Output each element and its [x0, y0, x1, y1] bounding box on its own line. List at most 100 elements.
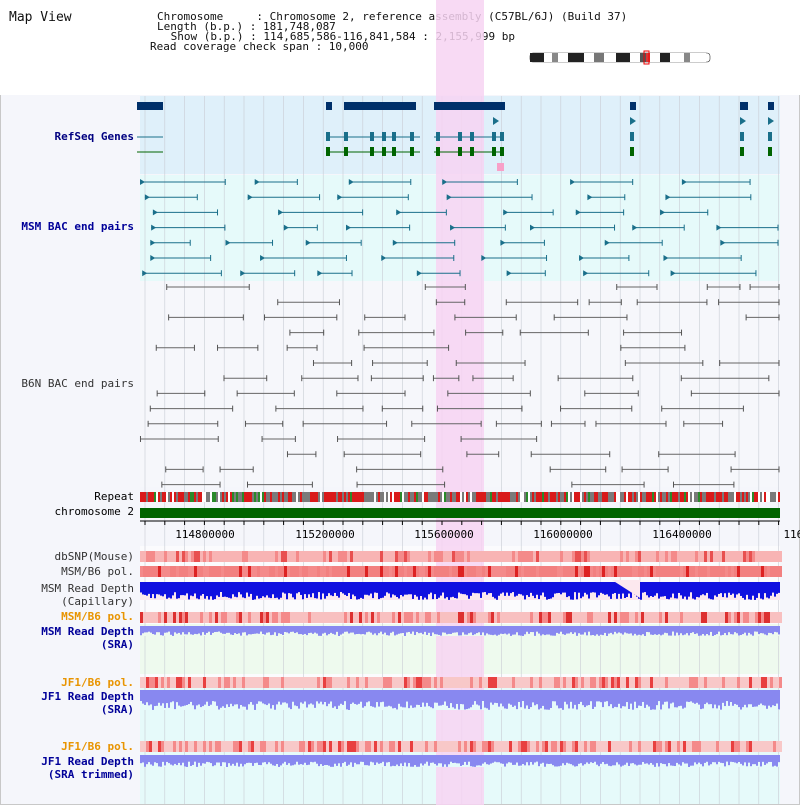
polymorphism-mark	[674, 677, 677, 688]
polymorphism-mark	[296, 551, 299, 562]
map-header: Map View Chromosome : Chromosome 2, refe…	[0, 0, 800, 95]
read-depth-bar	[178, 690, 180, 706]
repeat-mark	[406, 492, 408, 502]
polymorphism-mark	[527, 566, 530, 577]
polymorphism-mark	[419, 551, 422, 562]
polymorphism-mark	[311, 551, 314, 562]
polymorphism-mark	[353, 677, 356, 688]
polymorphism-mark	[284, 612, 287, 623]
polymorphism-mark	[623, 612, 626, 623]
polymorphism-mark	[146, 612, 149, 623]
polymorphism-mark	[752, 741, 755, 752]
read-depth-bar	[312, 690, 314, 705]
read-depth-bar	[768, 582, 770, 599]
polymorphism-mark	[575, 677, 578, 688]
polymorphism-mark	[590, 566, 593, 577]
polymorphism-mark	[767, 741, 770, 752]
read-depth-bar	[258, 582, 260, 599]
polymorphism-mark	[248, 551, 251, 562]
repeat-mark	[632, 492, 634, 502]
polymorphism-mark	[449, 677, 452, 688]
repeat-mark	[556, 492, 558, 502]
read-depth-bar	[724, 626, 726, 634]
read-depth-bar	[452, 582, 454, 597]
read-depth-bar	[152, 755, 154, 766]
track-label-b6n-bac[interactable]: B6N BAC end pairs	[21, 377, 134, 390]
polymorphism-mark	[161, 566, 164, 577]
read-depth-bar	[436, 690, 438, 703]
polymorphism-mark	[644, 566, 647, 577]
polymorphism-mark	[182, 566, 185, 577]
read-depth-bar	[332, 755, 334, 767]
polymorphism-mark	[635, 612, 638, 623]
polymorphism-mark	[719, 677, 722, 688]
track-label-msm-bac[interactable]: MSM BAC end pairs	[21, 220, 134, 233]
read-depth-bar	[538, 690, 540, 710]
read-depth-bar	[380, 626, 382, 632]
read-depth-bar	[324, 582, 326, 599]
read-depth-bar	[382, 755, 384, 762]
read-depth-bar	[590, 690, 592, 702]
polymorphism-mark	[668, 566, 671, 577]
read-depth-bar	[172, 582, 174, 596]
polymorphism-mark	[602, 741, 605, 752]
read-depth-bar	[360, 582, 362, 598]
read-depth-bar	[640, 582, 642, 600]
read-depth-bar	[460, 755, 462, 766]
polymorphism-mark	[212, 566, 215, 577]
polymorphism-mark	[293, 741, 296, 752]
read-depth-bar	[748, 755, 750, 763]
repeat-mark	[378, 492, 380, 502]
polymorphism-mark	[551, 566, 554, 577]
repeat-mark	[436, 492, 438, 502]
repeat-mark	[624, 492, 626, 502]
repeat-mark	[268, 492, 270, 502]
repeat-mark	[692, 492, 694, 502]
repeat-mark	[612, 492, 614, 502]
polymorphism-mark	[269, 551, 272, 562]
read-depth-bar	[182, 626, 184, 633]
polymorphism-mark	[578, 612, 581, 623]
polymorphism-mark	[569, 741, 572, 752]
repeat-mark	[754, 492, 756, 502]
polymorphism-mark	[761, 677, 764, 688]
polymorphism-mark	[527, 741, 530, 752]
repeat-mark	[482, 492, 484, 502]
read-depth-bar	[754, 626, 756, 632]
polymorphism-mark	[236, 741, 239, 752]
polymorphism-mark	[590, 551, 593, 562]
read-depth-bar	[412, 582, 414, 599]
read-depth-bar	[536, 690, 538, 705]
track-label-refseq-genes[interactable]: RefSeq Genes	[54, 130, 134, 143]
read-depth-bar	[682, 626, 684, 636]
polymorphism-mark	[557, 551, 560, 562]
read-depth-bar	[382, 626, 384, 635]
read-depth-bar	[172, 626, 174, 636]
polymorphism-mark	[572, 677, 575, 688]
polymorphism-mark	[413, 677, 416, 688]
polymorphism-mark	[236, 677, 239, 688]
polymorphism-mark	[149, 566, 152, 577]
polymorphism-mark	[323, 612, 326, 623]
read-depth-bar	[460, 626, 462, 636]
read-depth-bar	[688, 582, 690, 597]
polymorphism-mark	[632, 677, 635, 688]
repeat-mark	[742, 492, 744, 502]
ideogram-band	[616, 53, 630, 62]
read-depth-bar	[556, 755, 558, 767]
read-depth-bar	[440, 690, 442, 706]
read-depth-bar	[644, 755, 646, 764]
polymorphism-mark	[323, 566, 326, 577]
polymorphism-mark	[344, 677, 347, 688]
read-depth-bar	[778, 626, 780, 635]
polymorphism-mark	[230, 741, 233, 752]
polymorphism-mark	[497, 612, 500, 623]
refseq-exon	[410, 147, 414, 156]
polymorphism-mark	[305, 551, 308, 562]
polymorphism-mark	[554, 551, 557, 562]
read-depth-bar	[230, 582, 232, 599]
polymorphism-mark	[653, 551, 656, 562]
repeat-mark	[322, 492, 324, 502]
read-depth-bar	[184, 582, 186, 596]
polymorphism-mark	[779, 741, 782, 752]
